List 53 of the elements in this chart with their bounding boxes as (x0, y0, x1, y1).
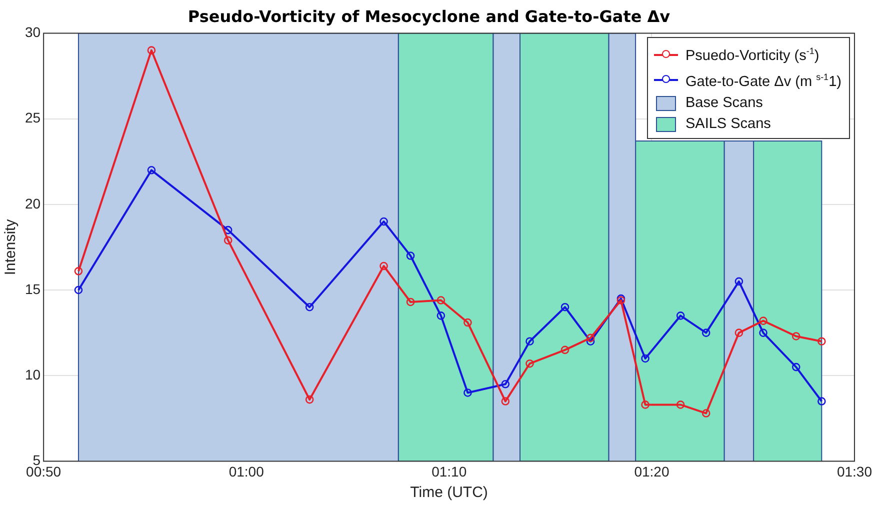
y-tick-label: 15 (24, 280, 41, 297)
x-tick-label: 01:00 (228, 463, 264, 480)
point (380, 262, 388, 270)
point (526, 359, 534, 368)
point (305, 395, 314, 404)
legend-label: Psuedo-Vorticity (s$^{-1}$) (686, 45, 820, 66)
point (436, 312, 446, 320)
point (74, 286, 83, 294)
point (436, 296, 446, 304)
y-tick-label: 20 (24, 195, 41, 212)
point (734, 328, 744, 337)
y-tick-label: 25 (24, 110, 41, 126)
x-tick-label: 01:30 (836, 463, 872, 480)
x-tick-label: 01:10 (432, 463, 467, 480)
y-tick-label: 10 (24, 366, 41, 382)
point (586, 334, 595, 342)
point (792, 362, 800, 372)
point (224, 226, 232, 234)
point (74, 267, 83, 276)
point (526, 337, 534, 346)
point (560, 346, 570, 354)
point (734, 277, 744, 286)
x-tick-label: 01:20 (634, 463, 670, 480)
point (147, 166, 156, 174)
point (406, 252, 415, 260)
point (759, 316, 768, 325)
point (676, 312, 685, 320)
point (305, 302, 314, 312)
point (676, 400, 685, 409)
point (406, 298, 415, 306)
point (380, 217, 388, 226)
point (464, 318, 472, 327)
legend-label: SAILS Scans (686, 114, 771, 134)
x-axis-title: Time (UTC) (410, 484, 488, 502)
point (224, 236, 232, 244)
chart-title: Pseudo-Vorticity of Mesocyclone and Gate-to-Gate Δv (188, 6, 671, 26)
y-tick-label: 30 (24, 24, 41, 40)
point (147, 46, 156, 54)
point (641, 400, 650, 409)
point (759, 328, 768, 337)
legend-label: Gate-to-Gate Δv (m $^{s-1}$1) (686, 71, 842, 92)
point (560, 302, 570, 312)
point (702, 328, 710, 337)
point (501, 380, 510, 388)
point (792, 332, 800, 340)
point (641, 354, 650, 363)
point (702, 409, 710, 418)
point (817, 337, 826, 346)
legend-label: Base Scans (686, 94, 763, 113)
point (464, 388, 472, 397)
point (501, 397, 510, 406)
y-axis-title: Intensity (2, 218, 20, 276)
point (817, 397, 826, 406)
